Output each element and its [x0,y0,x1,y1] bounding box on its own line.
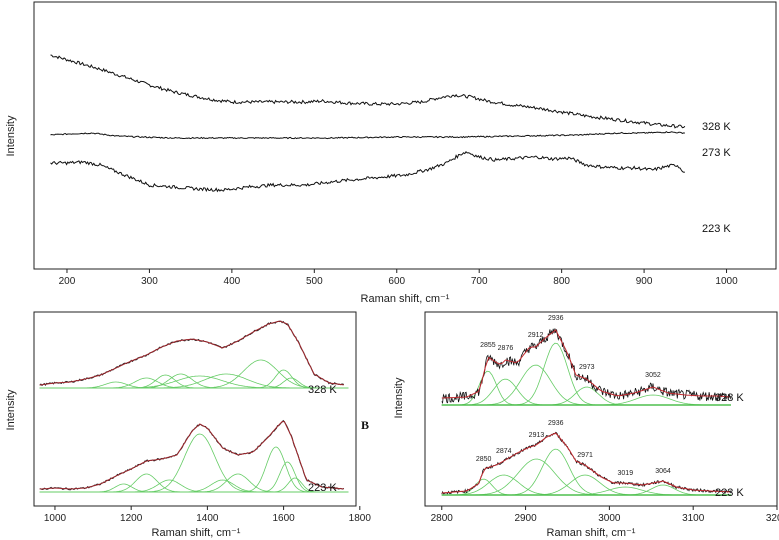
right-fit-component [441,478,731,496]
top-y-axis-title: Intensity [5,115,17,156]
right-fit-component [441,378,731,406]
left-fit-component [39,381,349,389]
right-fit-component [441,394,731,406]
top-tick-label: 600 [388,276,405,287]
left-label-223: 223 K [308,482,337,494]
left-fit-component [39,479,349,493]
right-tick-label: 2900 [514,513,537,524]
peak-label: 2855 [480,342,496,349]
peak-label: 3019 [618,470,634,477]
top-label-223: 223 K [702,223,731,235]
left-series-line-1 [39,320,345,387]
right-panel-frame [424,311,778,507]
right-tick-label: 3200 [766,513,779,524]
top-tick-label: 900 [636,276,653,287]
peak-label: 2874 [496,448,512,455]
top-x-ticks: 200 300 400 500 600 700 800 900 1000 [59,269,738,287]
left-label-328: 328 K [308,384,337,396]
right-label-223: 223 K [715,487,744,499]
left-tick-label: 1600 [272,513,295,524]
left-fit-component [39,473,349,493]
right-curves [441,328,732,495]
right-fit-components [441,342,731,496]
left-fit-envelope-1 [39,320,344,386]
left-y-axis-title: Intensity [5,389,17,430]
top-x-axis-title: Raman shift, cm⁻¹ [361,293,450,305]
left-tick-label: 1200 [120,513,143,524]
left-fit-component [39,473,349,493]
top-series-line-3 [50,151,685,193]
peak-label: 2913 [529,432,545,439]
right-fit-envelope-2 [441,432,731,494]
right-label-328: 328 K [715,392,744,404]
top-tick-label: 700 [471,276,488,287]
top-curves [50,54,686,193]
right-x-axis-title: Raman shift, cm⁻¹ [547,527,636,539]
right-x-ticks: 2800 2900 3000 3100 3200 [431,506,779,524]
peak-label: 2973 [579,364,595,371]
right-tick-label: 3000 [598,513,621,524]
top-label-328: 328 K [702,121,731,133]
left-panel-frame [33,311,357,507]
peak-label: 3064 [655,468,671,475]
left-tick-label: 1400 [196,513,219,524]
left-tick-label: 1800 [349,513,372,524]
top-tick-label: 500 [306,276,323,287]
right-tick-label: 3100 [682,513,705,524]
left-tick-label: 1000 [44,513,67,524]
top-tick-label: 1000 [715,276,738,287]
left-fit-component [39,477,349,493]
top-tick-label: 400 [224,276,241,287]
left-fit-components [39,359,349,493]
top-series-line-1 [50,54,686,129]
top-label-273: 273 K [702,147,731,159]
peak-label: 2936 [548,315,564,322]
peak-label: 2971 [577,452,593,459]
right-tick-label: 2800 [431,513,454,524]
peak-label: 2876 [498,345,514,352]
left-fit-component [39,479,349,493]
top-tick-label: 200 [59,276,76,287]
top-series-line-2 [50,130,685,140]
left-curves [39,320,345,491]
top-tick-label: 800 [553,276,570,287]
panel-letter-b: B [361,418,369,432]
right-fit-envelope-1 [441,329,731,399]
right-fit-component [441,386,731,406]
peak-label: 3052 [645,372,661,379]
top-panel-frame [33,1,777,270]
right-fit-component [441,342,731,406]
top-tick-label: 300 [141,276,158,287]
peak-label: 2850 [476,456,492,463]
right-fit-component [441,370,731,406]
left-x-axis-title: Raman shift, cm⁻¹ [152,527,241,539]
peak-label: 2936 [548,420,564,427]
left-fit-envelope-2 [39,421,344,490]
right-series-line-2 [441,431,732,495]
left-x-ticks: 1000 1200 1400 1600 1800 [44,506,372,524]
right-peak-labels: 2855 287629122936297330522850287429132936… [476,315,671,477]
left-fit-component [39,446,349,493]
peak-label: 2912 [528,332,544,339]
right-y-axis-title: Intensity [393,377,405,418]
